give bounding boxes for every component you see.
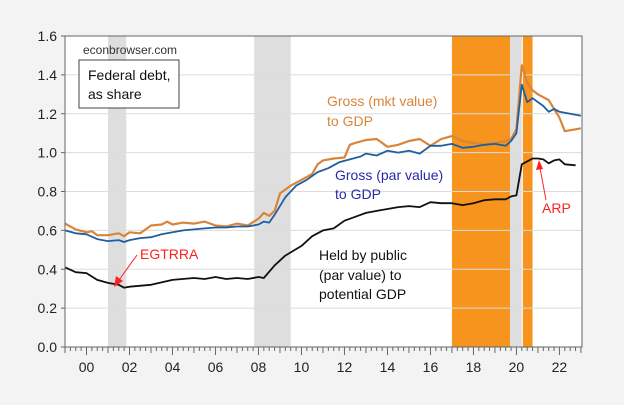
- series-label-public-line-2: (par value) to: [319, 267, 402, 283]
- series-label-mkt-line-2: to GDP: [327, 113, 373, 129]
- annotation-egtrra-arrow: [118, 254, 138, 281]
- y-tick-label: 0.6: [38, 222, 58, 238]
- x-tick-label: 06: [208, 359, 224, 375]
- series-label-public-line-1: Held by public: [319, 247, 407, 263]
- annotation-arp-arrow: [539, 167, 547, 201]
- legend-box: [78, 59, 180, 109]
- annotation-egtrra: EGTRRA: [140, 246, 199, 262]
- x-tick-label: 22: [552, 359, 568, 375]
- x-tick-label: 10: [294, 359, 310, 375]
- x-tick-label: 18: [466, 359, 482, 375]
- series-label-par-line-1: Gross (par value): [335, 167, 443, 183]
- x-tick-label: 12: [337, 359, 353, 375]
- series-line-2: [64, 157, 576, 289]
- x-tick-label: 00: [79, 359, 95, 375]
- series-label-par-line-2: to GDP: [335, 186, 381, 202]
- series-label-public-line-3: potential GDP: [319, 286, 406, 302]
- y-tick-label: 1.6: [38, 28, 58, 44]
- y-tick-label: 1.2: [38, 106, 58, 122]
- x-tick-label: 04: [165, 359, 181, 375]
- series-label-mkt-line-1: Gross (mkt value): [327, 93, 437, 109]
- series-line-1: [64, 83, 582, 243]
- y-tick-label: 1.0: [38, 145, 58, 161]
- legend-box-line-1: Federal debt,: [88, 67, 171, 83]
- y-tick-label: 0.2: [38, 300, 58, 316]
- annotation-egtrra-arrowhead-icon: [114, 276, 123, 287]
- annotation-arp-arrowhead-icon: [536, 160, 543, 170]
- series-line-0: [64, 64, 582, 238]
- y-tick-label: 0.8: [38, 184, 58, 200]
- x-tick-label: 20: [509, 359, 525, 375]
- y-tick-label: 0.0: [38, 339, 58, 355]
- watermark: econbrowser.com: [83, 43, 177, 57]
- x-tick-label: 02: [122, 359, 138, 375]
- annotation-arp: ARP: [542, 200, 571, 216]
- y-tick-label: 1.4: [38, 67, 58, 83]
- y-tick-label: 0.4: [38, 261, 58, 277]
- x-tick-label: 08: [251, 359, 267, 375]
- x-tick-label: 14: [380, 359, 396, 375]
- legend-box-line-2: as share: [88, 86, 142, 102]
- x-tick-label: 16: [423, 359, 439, 375]
